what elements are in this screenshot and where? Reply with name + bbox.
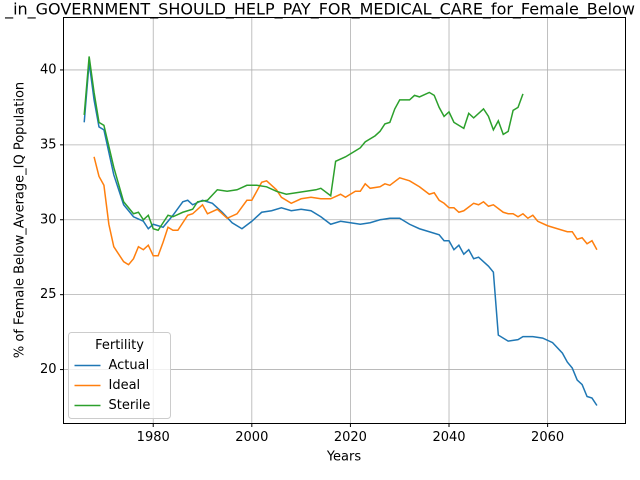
lines xyxy=(83,56,598,406)
chart-title: _in_GOVERNMENT_SHOULD_HELP_PAY_FOR_MEDIC… xyxy=(4,0,635,20)
legend-label: Actual xyxy=(109,358,150,373)
x-axis-label: Years xyxy=(326,450,362,465)
series-line xyxy=(83,56,524,232)
y-tick-label: 20 xyxy=(40,362,57,377)
series-line xyxy=(93,156,598,266)
x-tick-label: 2000 xyxy=(235,430,268,445)
legend-title: Fertility xyxy=(95,338,144,353)
x-tick-label: 1980 xyxy=(137,430,170,445)
legend-box xyxy=(68,332,171,419)
y-axis-label: % of Female Below_Average_IQ Population xyxy=(13,82,28,358)
ticks: 1980 2000 2020 2040 2060 20 25 30 35 40 xyxy=(40,62,564,445)
legend-label: Ideal xyxy=(109,378,141,393)
x-tick-label: 2040 xyxy=(432,430,465,445)
y-tick-label: 30 xyxy=(40,212,57,227)
y-tick-label: 40 xyxy=(40,62,57,77)
x-tick-label: 2020 xyxy=(334,430,367,445)
legend: Fertility Actual Ideal Sterile xyxy=(68,332,171,419)
legend-label: Sterile xyxy=(109,398,151,413)
y-tick-label: 35 xyxy=(40,137,57,152)
y-tick-label: 25 xyxy=(40,287,57,302)
series-line xyxy=(83,62,598,406)
plot-frame xyxy=(63,17,626,424)
x-tick-label: 2060 xyxy=(531,430,564,445)
